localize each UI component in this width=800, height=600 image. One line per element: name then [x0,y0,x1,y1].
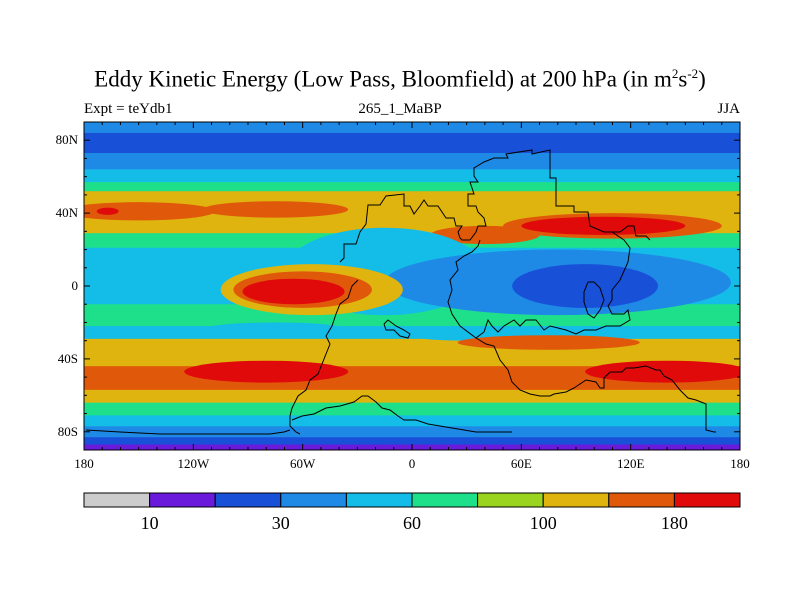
case-label: 265_1_MaBP [358,101,442,117]
x-tick-label: 120E [617,456,645,471]
x-tick-label: 180 [730,456,750,471]
x-tick-label: 60E [511,456,532,471]
colorbar: 10 30 60 100 180 [83,492,741,533]
colorbar-swatch [673,492,741,508]
coastline-antarctica-west [85,429,291,435]
coastline-india-peninsula [583,281,605,319]
colorbar-swatch [214,492,282,508]
contour-band-1 [84,132,740,154]
colorbar-swatch [83,492,151,508]
y-tick-label: 0 [72,278,79,293]
contour-band-12 [84,338,740,355]
coastline-africa [475,337,716,433]
contour-band-4 [84,182,740,192]
coastline-north-america [339,149,651,263]
contour-blob-12 [202,322,349,338]
y-tick-label: 80N [56,132,79,147]
y-tick-label: 40N [56,205,79,220]
coastline-asia [447,231,631,339]
contour-blob-8 [512,264,658,308]
season-label: JJA [717,101,740,117]
colorbar-label: 60 [403,513,421,533]
contour-blob-16 [585,360,740,383]
colorbar-label: 100 [530,513,557,533]
contour-band-19 [84,437,740,446]
contour-band-5 [84,191,740,201]
coastline-europe-islands [383,319,411,339]
colorbar-label: 30 [272,513,290,533]
coastline-south-america [289,279,359,435]
colorbar-swatch [477,492,544,508]
continent-outlines [85,149,716,435]
contour-blob-14 [457,335,640,350]
colorbar-swatch [149,492,216,508]
plot-area [84,122,740,450]
colorbar-swatch [542,492,610,508]
colorbar-swatch [608,492,675,508]
contour-blob-0 [84,202,216,221]
contour-band-18 [84,426,740,438]
contour-band-15 [84,389,740,404]
colorbar-label: 180 [661,513,688,533]
contour-band-3 [84,169,740,183]
contour-blob-11 [242,278,345,305]
contour-blob-15 [184,360,349,383]
y-tick-label: 80S [58,424,78,439]
coastline-antarctica [291,395,512,433]
contour-band-2 [84,152,740,170]
contour-blob-1 [202,201,349,218]
x-tick-label: 180 [74,456,94,471]
colorbar-swatch [280,492,347,508]
colorbar-label: 10 [141,513,159,533]
contour-blob-5 [521,216,686,235]
colorbar-swatch [411,492,479,508]
axes: 180 120W 60W 0 60E 120E 180 80N 40N 0 40S 80S [56,121,750,471]
experiment-label: Expt = teYdb1 [84,101,173,117]
y-tick-label: 40S [58,351,78,366]
contour-blob-2 [96,207,119,215]
x-tick-label: 120W [177,456,210,471]
x-tick-label: 0 [409,456,416,471]
colorbar-swatch [345,492,413,508]
chart-title: Eddy Kinetic Energy (Low Pass, Bloomfiel… [94,66,706,92]
contour-band-17 [84,415,740,427]
contour-band-16 [84,402,740,416]
x-tick-label: 60W [290,456,316,471]
